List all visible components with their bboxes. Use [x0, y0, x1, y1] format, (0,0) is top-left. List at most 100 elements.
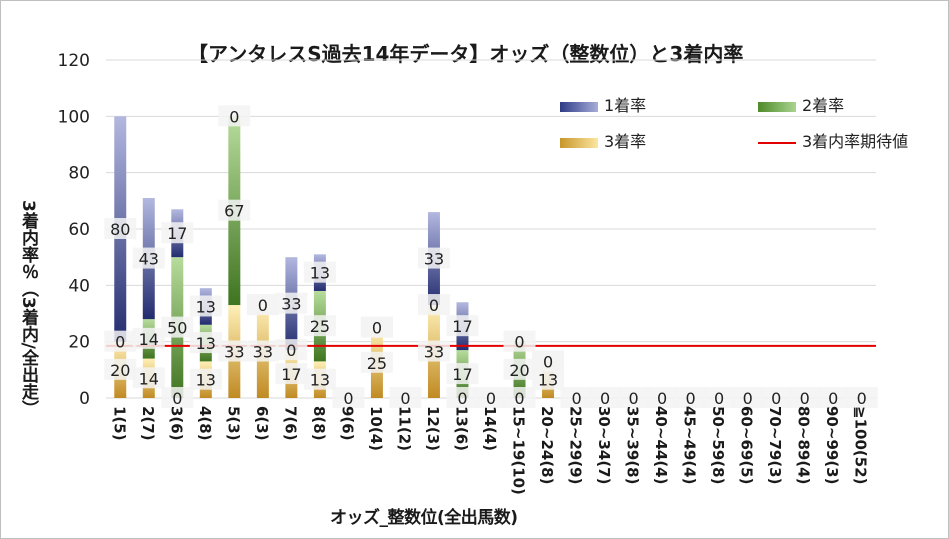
data-label-second: 67: [224, 202, 244, 221]
data-label-bg: [275, 292, 308, 314]
y-tick-label: 60: [68, 220, 90, 240]
data-label-bg: [104, 358, 137, 380]
x-tick-label: 2(7): [139, 406, 157, 441]
data-label-bg: [417, 247, 450, 269]
data-label-bg: [275, 363, 308, 385]
data-label-third: 33: [253, 343, 273, 362]
data-label-third: 0: [857, 389, 867, 408]
x-tick-label: 20~24(8): [538, 406, 556, 484]
data-label-bg: [275, 339, 308, 361]
x-tick-label: 13(6): [452, 406, 470, 451]
legend-label-third: 3着率: [604, 132, 647, 151]
data-label-bg: [532, 350, 565, 372]
legend-swatch-second: [758, 101, 796, 112]
x-tick-label: 25~29(9): [567, 406, 585, 484]
y-tick-label: 120: [58, 51, 90, 71]
data-label-third: 0: [714, 389, 724, 408]
x-tick-label: 11(2): [395, 406, 413, 451]
x-tick-label: 60~69(5): [738, 406, 756, 484]
data-label-bg: [503, 387, 536, 408]
data-label-bg: [674, 387, 707, 408]
x-tick-label: 40~44(4): [652, 406, 670, 484]
data-label-bg: [360, 316, 393, 338]
data-label-bg: [161, 387, 194, 408]
data-label-second: 0: [429, 296, 439, 315]
y-tick-label: 80: [68, 164, 90, 184]
data-label-third: 14: [139, 369, 159, 388]
x-tick-label: 6(3): [253, 406, 271, 441]
x-tick-label: 80~89(4): [795, 406, 813, 484]
data-label-bg: [303, 315, 336, 337]
data-label-third: 13: [196, 371, 216, 390]
data-label-bg: [646, 387, 679, 408]
data-label-win: 13: [196, 297, 216, 316]
data-label-bg: [104, 330, 137, 352]
legend-item-expected: 3着内率期待値: [758, 128, 908, 152]
data-label-bg: [417, 340, 450, 362]
data-label-win: 0: [372, 319, 382, 338]
data-label-bg: [303, 368, 336, 390]
data-label-third: 20: [110, 361, 130, 380]
data-label-bg: [132, 247, 165, 269]
x-tick-label: 14(4): [481, 406, 499, 451]
data-label-bg: [132, 327, 165, 349]
data-label-win: 17: [167, 224, 187, 243]
data-label-bg: [731, 387, 764, 408]
data-label-win: 0: [514, 333, 524, 352]
data-label-third: 0: [343, 389, 353, 408]
x-tick-label: 10(4): [367, 406, 385, 451]
data-label-third: 0: [172, 389, 182, 408]
legend-swatch-third: [560, 137, 598, 148]
x-tick-label: 50~59(8): [709, 406, 727, 484]
x-tick-label: 12(3): [424, 406, 442, 451]
legend-item-second: 2着率: [758, 92, 844, 116]
legend-label-second: 2着率: [802, 96, 845, 115]
data-label-bg: [189, 295, 222, 317]
data-label-bg: [161, 316, 194, 338]
data-label-second: 0: [286, 341, 296, 360]
data-label-win: 33: [281, 295, 301, 314]
data-label-bg: [446, 363, 479, 385]
data-label-bg: [417, 294, 450, 316]
data-label-third: 0: [657, 389, 667, 408]
data-label-third: 25: [367, 354, 387, 373]
data-label-third: 0: [828, 389, 838, 408]
x-tick-label: 45~49(4): [681, 406, 699, 484]
data-label-bg: [161, 222, 194, 244]
data-label-third: 0: [800, 389, 810, 408]
legend-swatch-expected: [758, 141, 796, 144]
x-tick-label: ≧100(52): [852, 406, 870, 484]
data-label-third: 0: [457, 389, 467, 408]
data-label-bg: [189, 368, 222, 390]
data-label-third: 17: [281, 365, 301, 384]
data-label-bg: [246, 294, 279, 316]
data-label-second: 0: [115, 333, 125, 352]
data-label-win: 17: [452, 317, 472, 336]
legend-label-expected: 3着内率期待値: [802, 132, 909, 151]
data-label-bg: [389, 387, 422, 408]
x-tick-label: 15~19(10): [510, 406, 528, 495]
data-label-bg: [360, 351, 393, 373]
data-label-bg: [218, 105, 251, 127]
x-tick-label: 30~34(7): [595, 406, 613, 484]
x-tick-label: 90~99(3): [823, 406, 841, 484]
data-label-third: 33: [424, 343, 444, 362]
x-tick-label: 5(3): [224, 406, 242, 441]
x-axis-label: オッズ_整数位(全出馬数): [330, 508, 518, 528]
data-label-bg: [218, 199, 251, 221]
data-label-bg: [532, 368, 565, 390]
data-label-bg: [760, 387, 793, 408]
data-label-bg: [303, 261, 336, 283]
data-label-bg: [475, 387, 507, 408]
data-label-win: 43: [139, 250, 159, 269]
x-tick-label: 3(6): [167, 406, 185, 441]
data-label-bg: [788, 387, 821, 408]
data-label-second: 14: [139, 330, 159, 349]
data-label-bg: [589, 387, 622, 408]
data-label-third: 0: [571, 389, 581, 408]
data-label-third: 0: [400, 389, 410, 408]
data-label-bg: [446, 315, 479, 337]
data-label-second: 20: [509, 361, 529, 380]
